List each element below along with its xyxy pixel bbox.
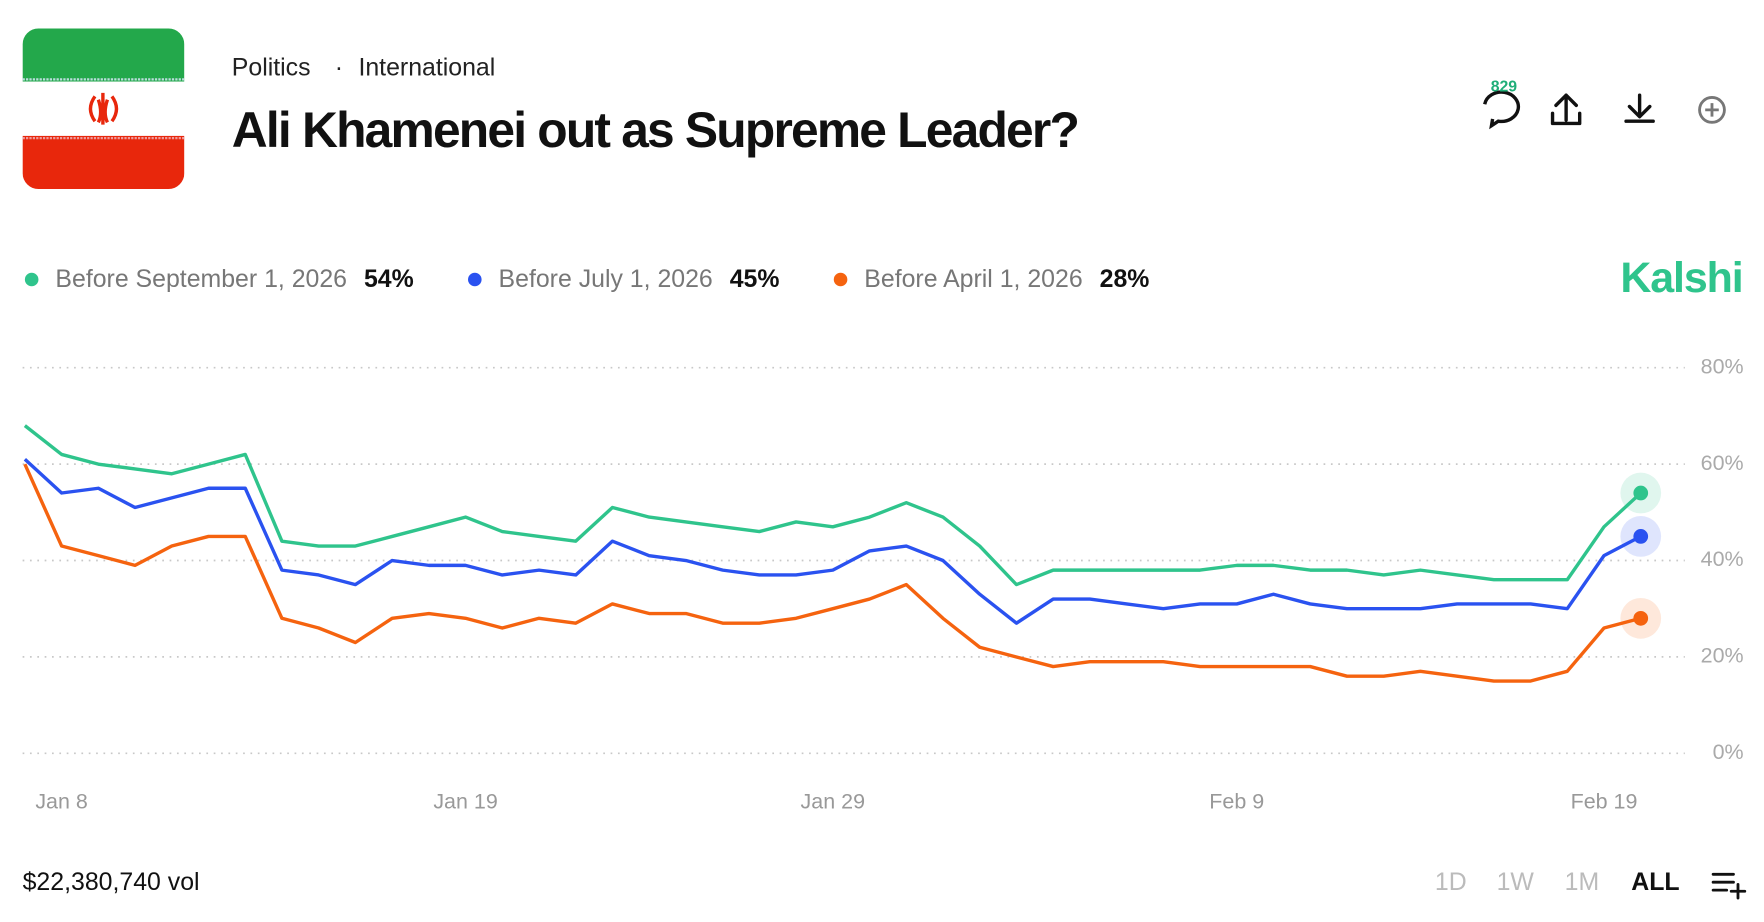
flag <box>22 28 185 190</box>
range-buttons: 1D 1W 1M ALL <box>1435 868 1680 896</box>
end-dot <box>1633 610 1649 626</box>
x-tick-label: Feb 9 <box>1209 790 1264 814</box>
share-button[interactable] <box>1550 93 1582 126</box>
volume: $22,380,740 vol <box>23 868 200 896</box>
legend-swatch <box>468 272 482 287</box>
legend-label: Before July 1, 2026 <box>499 265 713 293</box>
comment-icon <box>1483 90 1521 130</box>
legend-label: Before April 1, 2026 <box>864 265 1082 293</box>
breadcrumb[interactable]: International <box>358 54 495 82</box>
legend-value: 45% <box>730 265 780 293</box>
y-tick-label: 40% <box>1701 547 1744 571</box>
y-tick-label: 60% <box>1701 451 1744 475</box>
series-line <box>23 458 1642 625</box>
legend-label: Before September 1, 2026 <box>55 265 347 293</box>
y-tick-label: 0% <box>1713 740 1744 764</box>
y-tick-label: 20% <box>1701 644 1744 668</box>
separator: · <box>335 54 343 82</box>
end-dot <box>1633 485 1649 501</box>
series-line <box>23 463 1642 683</box>
legend-swatch <box>833 272 848 287</box>
plot: 0% 20% 40% 60% 80% Jan 8 Jan 19 Jan 29 Feb 9 Feb … <box>22 354 1744 814</box>
settings-button[interactable] <box>1711 872 1747 900</box>
range-button[interactable]: 1D <box>1435 868 1467 896</box>
title: Ali Khamenei out as Supreme Leader? <box>232 102 1078 158</box>
x-tick-label: Jan 19 <box>433 790 497 814</box>
range-button[interactable]: 1M <box>1565 868 1600 896</box>
x-tick-label: Jan 29 <box>801 790 865 814</box>
legend-value: 28% <box>1100 265 1150 293</box>
legend-value: 54% <box>364 265 414 293</box>
y-tick-label: 80% <box>1701 354 1744 378</box>
add-button[interactable] <box>1698 96 1726 124</box>
end-dot <box>1633 529 1649 544</box>
legend: Before September 1, 2026 54% Before July 1… <box>24 265 1150 293</box>
download-button[interactable] <box>1624 93 1655 123</box>
series-line <box>23 424 1642 587</box>
breadcrumb[interactable]: Politics <box>232 54 311 82</box>
x-tick-label: Feb 19 <box>1571 790 1638 814</box>
range-button[interactable]: 1W <box>1497 868 1535 896</box>
x-tick-label: Jan 8 <box>35 790 88 814</box>
comments-button[interactable] <box>1483 90 1521 130</box>
brand: Kalshi <box>1620 254 1742 302</box>
legend-swatch <box>24 272 39 287</box>
range-button[interactable]: ALL <box>1631 868 1679 896</box>
comment-count: 829 <box>1491 78 1518 95</box>
